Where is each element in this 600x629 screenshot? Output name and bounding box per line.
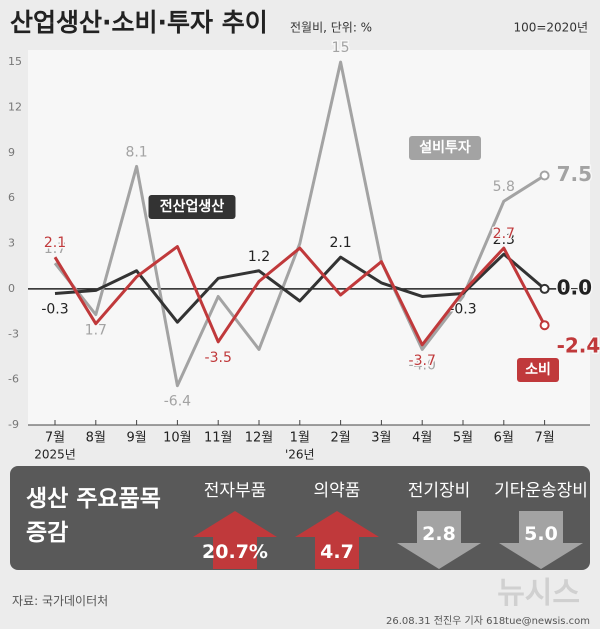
data-label: -6.4 (164, 394, 191, 410)
arrow-shape (295, 511, 379, 569)
x-tick-label: 2월 (330, 431, 350, 446)
x-tick-label: 4월 (412, 431, 432, 446)
item: 기타운송장비 5.0 (486, 476, 596, 569)
x-tick-label: 7월 (45, 431, 65, 446)
arrow: 2.8 (397, 511, 481, 569)
data-label: 0.0 (557, 275, 592, 299)
y-tick-label: 15 (8, 55, 22, 68)
panel-title: 생산 주요품목 증감 (26, 486, 161, 546)
series-name: 전산업생산 (160, 198, 225, 215)
item-value: 2.8 (422, 523, 456, 545)
chart: 산업생산·소비·투자 추이 전월비, 단위: % 100=2020년 -9 -6 -… (8, 8, 600, 461)
x-tick-label: 1월 (290, 431, 310, 446)
arrow-shape (397, 511, 481, 569)
data-label: 2.3 (493, 232, 515, 248)
series-name-box (517, 358, 559, 382)
logo: 뉴시스 (497, 576, 580, 611)
arrow-shape (499, 511, 583, 569)
item-name: 전기장비 (407, 481, 471, 501)
series-name: 설비투자 (419, 140, 471, 156)
data-label: 1.7 (44, 241, 66, 257)
item: 의약품 4.7 (282, 476, 392, 569)
source: 자료: 국가데이터처 (12, 594, 109, 608)
data-label: 1.2 (248, 249, 270, 265)
data-label: -0.3 (449, 301, 476, 317)
arrow-shape (193, 511, 277, 569)
data-label: 8.1 (125, 144, 147, 160)
y-tick-label: 12 (8, 100, 22, 113)
item-name: 기타운송장비 (494, 481, 588, 501)
x-tick-label: 11월 (204, 431, 233, 446)
panel: 생산 주요품목 증감 전자부품 20.7% 의약품 4.7 전기장비 2.8 기타운송장비 5… (10, 466, 590, 570)
year-label: 2025년 (34, 448, 76, 461)
item-value: 20.7% (202, 541, 268, 563)
arrow: 20.7% (193, 511, 277, 569)
series-line (53, 60, 546, 388)
chart-title: 산업생산·소비·투자 추이 (10, 8, 268, 37)
x-tick-label: 7월 (534, 431, 554, 446)
data-label: -4.0 (409, 357, 436, 373)
year-label: '26년 (285, 448, 315, 461)
data-label: 2.1 (44, 235, 66, 251)
series-name-box (148, 195, 236, 219)
data-label: 5.8 (493, 179, 515, 195)
y-tick-label: -9 (8, 418, 19, 431)
data-label: 2.7 (493, 226, 515, 242)
arrow: 5.0 (499, 511, 583, 569)
note: 100=2020년 (513, 21, 588, 35)
item-name: 전자부품 (203, 481, 267, 501)
x-tick-label: 10월 (163, 431, 192, 446)
data-label: 1.7 (85, 323, 107, 339)
y-tick-label: -6 (8, 373, 19, 386)
series-name-box (409, 136, 481, 160)
x-tick-label: 3월 (371, 431, 391, 446)
x-tick-label: 6월 (494, 431, 514, 446)
data-label: 2.1 (329, 235, 351, 251)
end-marker (539, 283, 550, 294)
arrow: 4.7 (295, 511, 379, 569)
x-tick-label: 12월 (245, 431, 274, 446)
data-label: 15 (332, 40, 350, 56)
item: 전자부품 20.7% (180, 476, 290, 569)
data-label: -3.5 (205, 350, 232, 366)
y-tick-label: 3 (8, 237, 15, 250)
series-name: 소비 (525, 362, 551, 378)
end-marker (539, 320, 550, 331)
y-tick-label: 9 (8, 146, 15, 159)
item-value: 5.0 (524, 523, 558, 545)
credit: 26.08.31 전진우 기자 618tue@newsis.com (386, 616, 590, 627)
series-line (53, 245, 546, 347)
data-label: 7.5 (557, 162, 592, 186)
data-label: -3.7 (409, 353, 436, 369)
item-value: 4.7 (320, 541, 354, 563)
item-name: 의약품 (313, 481, 361, 501)
data-label: -0.3 (41, 301, 68, 317)
subtitle: 전월비, 단위: % (290, 21, 372, 35)
x-tick-label: 9월 (126, 431, 146, 446)
plot-area (28, 50, 590, 425)
x-tick-label: 5월 (453, 431, 473, 446)
item: 전기장비 2.8 (384, 476, 494, 569)
end-marker (539, 170, 550, 181)
x-tick-label: 8월 (86, 431, 106, 446)
y-tick-label: 0 (8, 282, 15, 295)
y-tick-label: -3 (8, 327, 19, 340)
data-label: -2.4 (557, 334, 600, 358)
y-tick-label: 6 (8, 191, 15, 204)
